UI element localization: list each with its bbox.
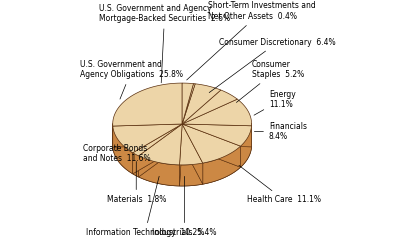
Polygon shape <box>133 124 182 174</box>
Text: Corporate Bonds
and Notes  11.6%: Corporate Bonds and Notes 11.6% <box>83 144 151 163</box>
Polygon shape <box>182 124 240 163</box>
Polygon shape <box>203 146 240 184</box>
Text: Materials  1.8%: Materials 1.8% <box>107 161 166 204</box>
Text: Information Technology  10.2%: Information Technology 10.2% <box>86 176 204 237</box>
Polygon shape <box>179 124 182 186</box>
Polygon shape <box>182 99 252 126</box>
Polygon shape <box>182 124 240 167</box>
Polygon shape <box>113 124 182 147</box>
Polygon shape <box>182 83 194 124</box>
Polygon shape <box>113 124 252 186</box>
Polygon shape <box>113 124 182 153</box>
Polygon shape <box>182 90 237 124</box>
Polygon shape <box>182 124 203 184</box>
Polygon shape <box>133 124 182 156</box>
Text: U.S. Government and
Agency Obligations  25.8%: U.S. Government and Agency Obligations 2… <box>80 60 183 99</box>
Polygon shape <box>182 124 240 167</box>
Polygon shape <box>133 124 182 174</box>
Polygon shape <box>182 84 195 124</box>
Text: Short-Term Investments and
Net Other Assets  0.4%: Short-Term Investments and Net Other Ass… <box>187 1 316 80</box>
Polygon shape <box>179 163 203 186</box>
Text: Industrials  5.4%: Industrials 5.4% <box>152 176 217 237</box>
Text: Consumer
Staples  5.2%: Consumer Staples 5.2% <box>236 60 304 102</box>
Polygon shape <box>133 153 139 177</box>
Text: Financials
8.4%: Financials 8.4% <box>255 122 307 141</box>
Polygon shape <box>179 124 182 186</box>
Polygon shape <box>139 124 182 177</box>
Polygon shape <box>139 124 182 177</box>
Polygon shape <box>182 124 252 146</box>
Polygon shape <box>179 124 203 165</box>
Polygon shape <box>182 84 221 124</box>
Text: Energy
11.1%: Energy 11.1% <box>254 90 296 115</box>
Polygon shape <box>113 124 182 147</box>
Polygon shape <box>139 124 182 165</box>
Polygon shape <box>182 124 203 184</box>
Polygon shape <box>113 83 182 126</box>
Text: Consumer Discretionary  6.4%: Consumer Discretionary 6.4% <box>209 38 336 93</box>
Polygon shape <box>182 124 252 147</box>
Polygon shape <box>113 126 133 174</box>
Text: Health Care  11.1%: Health Care 11.1% <box>239 165 321 204</box>
Polygon shape <box>182 124 252 147</box>
Polygon shape <box>240 126 252 167</box>
Text: U.S. Government and Agency
Mortgage-Backed Securities  2.6%: U.S. Government and Agency Mortgage-Back… <box>99 4 230 83</box>
Polygon shape <box>139 156 179 186</box>
